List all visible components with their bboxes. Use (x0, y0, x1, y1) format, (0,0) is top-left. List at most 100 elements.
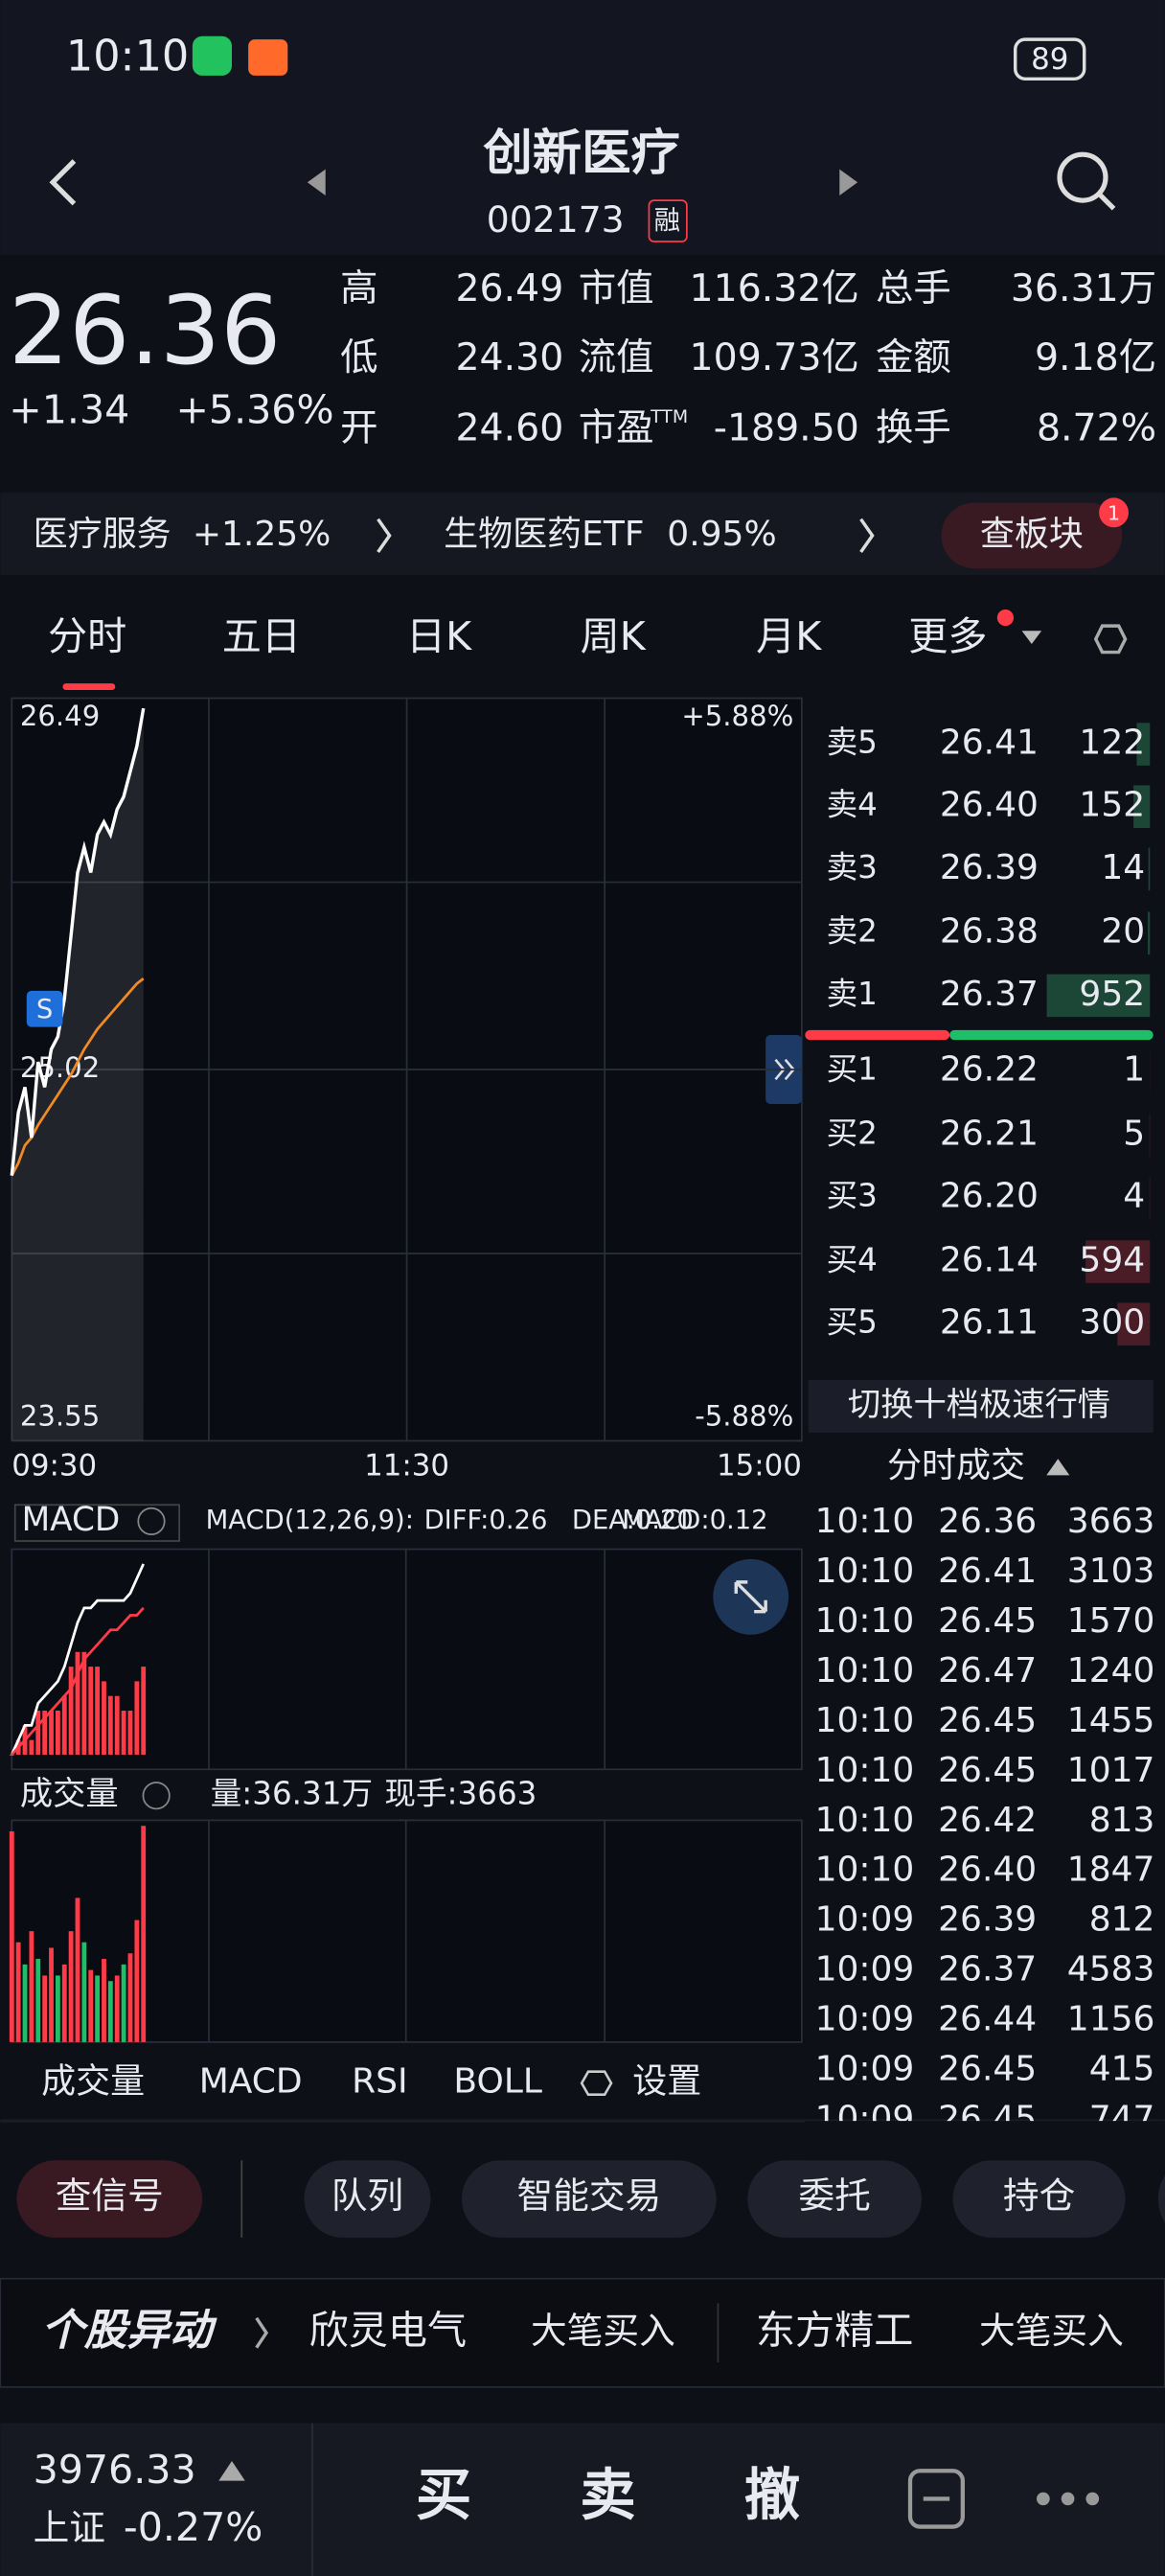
indicator-tab[interactable]: 成交量 (41, 2062, 145, 2102)
depth-price: 26.41 (940, 724, 1039, 763)
trade-volume: 4583 (1067, 1950, 1155, 1990)
depth-label: 买3 (827, 1178, 878, 1214)
news-stock[interactable]: 东方精工 (756, 2307, 914, 2353)
macd-bar (55, 1711, 60, 1755)
search-button[interactable] (1057, 151, 1116, 211)
settings-icon[interactable] (1093, 624, 1128, 655)
sector-button[interactable] (941, 502, 1123, 569)
stat-label: 市值 (579, 266, 654, 310)
fullscreen-icon (734, 1580, 767, 1614)
back-button[interactable] (49, 159, 77, 206)
action-button[interactable] (462, 2160, 717, 2238)
stat-value: 24.30 (455, 335, 563, 380)
more-dot (996, 610, 1014, 627)
macd-bar (81, 1651, 87, 1755)
depth-price: 26.20 (940, 1177, 1039, 1216)
depth-label: 买1 (827, 1051, 878, 1088)
prev-stock[interactable] (307, 169, 326, 196)
help-icon[interactable] (137, 1506, 166, 1535)
more-icon[interactable] (1037, 2492, 1100, 2506)
action-label[interactable]: 查信号 (56, 2174, 164, 2217)
depth-volume: 122 (1079, 724, 1145, 763)
trade-button[interactable]: 卖 (580, 2463, 635, 2528)
tab[interactable]: 更多 (908, 613, 987, 659)
action-label[interactable]: 委托 (798, 2174, 870, 2217)
trade-price: 26.45 (938, 1751, 1037, 1790)
tab[interactable]: 月K (756, 613, 822, 659)
volume-bar (134, 1920, 140, 2042)
depth-price: 26.22 (940, 1050, 1039, 1090)
volume-bar (61, 1964, 67, 2042)
trade-price: 26.47 (938, 1651, 1037, 1690)
stat-value: 26.49 (455, 266, 563, 310)
trade-price: 26.40 (938, 1851, 1037, 1890)
tab[interactable]: 分时 (48, 613, 126, 659)
depth-price: 26.14 (940, 1241, 1039, 1280)
depth-price: 26.39 (940, 848, 1039, 887)
stat-value: 24.60 (455, 406, 563, 450)
sector-badge: 1 (1108, 502, 1120, 525)
depth-label: 买4 (827, 1242, 878, 1278)
action-label[interactable]: 智能交易 (516, 2174, 661, 2217)
depth-label: 卖4 (827, 787, 878, 823)
news-bar[interactable] (0, 2277, 1165, 2388)
indicator-tab[interactable]: MACD (199, 2062, 303, 2102)
trade-time: 10:09 (815, 2050, 915, 2089)
help-icon[interactable] (142, 1782, 171, 1810)
trade-volume: 1017 (1067, 1751, 1155, 1790)
y-tick-label: 25.02 (20, 1051, 100, 1084)
x-tick-label: 15:00 (717, 1448, 802, 1483)
next-stock[interactable] (839, 169, 858, 196)
tab[interactable]: 周K (581, 613, 647, 659)
sector-name[interactable]: 生物医药ETF (444, 515, 644, 554)
indicator-tab[interactable]: RSI (352, 2062, 407, 2102)
action-button[interactable] (1157, 2160, 1165, 2238)
volume-bar (49, 1947, 54, 2042)
indicator-tab[interactable]: BOLL (453, 2062, 542, 2102)
depth-price: 26.37 (940, 975, 1039, 1014)
macd-bar (127, 1711, 133, 1755)
action-button[interactable] (952, 2160, 1126, 2238)
action-label[interactable]: 持仓 (1003, 2174, 1075, 2217)
depth-volume: 4 (1123, 1177, 1145, 1216)
stock-code: 002173 (487, 198, 625, 241)
trade-time: 10:10 (815, 1502, 915, 1541)
macd-bar (134, 1681, 140, 1755)
depth-price: 26.40 (940, 786, 1039, 825)
stat-value: 36.31万 (1011, 266, 1156, 310)
news-stock[interactable]: 欣灵电气 (309, 2307, 468, 2353)
y2-tick-label: -5.88% (695, 1399, 793, 1432)
y-tick-label: 26.49 (20, 700, 100, 732)
depth-volume: 152 (1079, 786, 1145, 825)
volume-bar (35, 1959, 41, 2042)
trade-volume: 1570 (1067, 1601, 1155, 1641)
sector-badge-bg (1099, 497, 1129, 528)
tab[interactable]: 五日 (222, 613, 301, 659)
volume-last: 现手:3663 (384, 1776, 537, 1812)
tab[interactable]: 日K (406, 613, 472, 659)
settings-icon[interactable] (580, 2070, 613, 2096)
app-icon (248, 39, 288, 76)
sector-button-label[interactable]: 查板块 (980, 515, 1084, 554)
menu-icon[interactable] (907, 2469, 965, 2529)
action-button[interactable] (304, 2160, 431, 2238)
depth-volume: 1 (1123, 1050, 1145, 1090)
volume-bar (42, 1975, 48, 2042)
trade-price: 26.42 (938, 1801, 1037, 1840)
switch-button[interactable] (808, 1380, 1154, 1433)
action-label[interactable]: 队列 (331, 2174, 403, 2217)
depth-volume: 20 (1101, 912, 1145, 952)
stat-label: 总手 (876, 266, 951, 310)
switch-label[interactable]: 切换十档极速行情 (848, 1386, 1110, 1424)
depth-price: 26.11 (940, 1303, 1039, 1343)
sector-name[interactable]: 医疗服务 (34, 515, 171, 554)
trade-button[interactable]: 买 (416, 2463, 471, 2528)
battery-level: 89 (1031, 42, 1068, 77)
action-button[interactable] (747, 2160, 922, 2238)
trade-button[interactable]: 撤 (744, 2463, 800, 2528)
indicator-tab[interactable]: 设置 (632, 2062, 701, 2102)
volume-bar (121, 1964, 126, 2042)
more-caret (1021, 631, 1042, 644)
action-button[interactable] (16, 2160, 203, 2238)
depth-label: 卖3 (827, 849, 878, 886)
